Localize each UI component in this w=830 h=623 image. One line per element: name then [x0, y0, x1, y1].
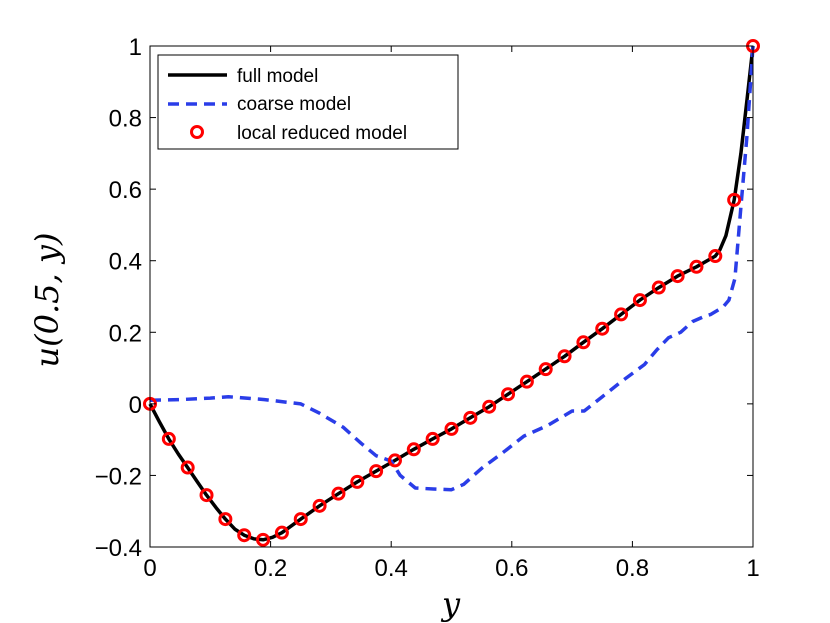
reduced-model-point	[614, 307, 629, 322]
y-tick-label: 0.4	[109, 249, 142, 276]
reduced-model-point	[180, 460, 195, 475]
y-tick-label: 1	[129, 34, 142, 61]
legend-label-coarse: coarse model	[237, 94, 351, 115]
reduced-model-point	[387, 453, 402, 468]
reduced-model-point	[727, 192, 742, 207]
reduced-model-point	[406, 442, 421, 457]
y-tick-label: −0.2	[95, 463, 142, 490]
reduced-model-point	[199, 488, 214, 503]
x-axis-label: y	[440, 585, 461, 623]
reduced-model-point	[350, 474, 365, 489]
series-layer	[143, 39, 760, 547]
reduced-model-point	[274, 525, 289, 540]
legend-swatch-reduced	[190, 125, 204, 139]
reduced-model-point	[482, 399, 497, 414]
reduced-model-point	[538, 362, 553, 377]
reduced-model-point	[425, 431, 440, 446]
series-line-full-model	[148, 45, 755, 542]
reduced-model-point	[444, 421, 459, 436]
legend: full model coarse model local reduced mo…	[157, 54, 459, 150]
tick-layer: 0 0.2 0.4 0.6 0.8 1 −0.4 −0.2 0 0.2 0.4 0.6 0.8 1	[95, 34, 760, 582]
x-tick-label: 0	[143, 555, 156, 582]
reduced-model-point	[237, 528, 252, 543]
y-tick-label: 0	[129, 392, 142, 419]
reduced-model-point	[293, 512, 308, 527]
reduced-model-point	[501, 387, 516, 402]
plot-frame	[149, 45, 754, 548]
reduced-model-point	[557, 349, 572, 364]
reduced-model-point	[670, 269, 685, 284]
x-tick-label: 0.6	[495, 555, 528, 582]
legend-box	[157, 54, 459, 150]
reduced-model-point	[161, 431, 176, 446]
y-tick-label: 0.6	[109, 177, 142, 204]
y-axis-label: u(0.5, y)	[28, 233, 66, 368]
reduced-model-point	[312, 498, 327, 513]
legend-label-full: full model	[237, 66, 318, 87]
x-tick-label: 1	[746, 555, 759, 582]
reduced-model-point	[463, 410, 478, 425]
series-line-coarse-model	[149, 45, 755, 492]
x-tick-label: 0.4	[375, 555, 408, 582]
x-tick-label: 0.2	[254, 555, 287, 582]
reduced-model-point	[256, 532, 271, 547]
y-tick-label: 0.8	[109, 106, 142, 133]
reduced-model-point	[369, 464, 384, 479]
x-tick-label: 0.8	[616, 555, 649, 582]
reduced-model-point	[632, 293, 647, 308]
y-tick-label: 0.2	[109, 320, 142, 347]
reduced-model-point	[651, 280, 666, 295]
reduced-model-point	[576, 335, 591, 350]
reduced-model-point	[218, 512, 233, 527]
reduced-model-point	[689, 259, 704, 274]
reduced-model-point	[331, 486, 346, 501]
reduced-model-point	[708, 249, 723, 264]
reduced-model-point	[519, 374, 534, 389]
y-tick-label: −0.4	[95, 535, 142, 562]
legend-label-reduced: local reduced model	[237, 123, 407, 144]
reduced-model-point	[595, 321, 610, 336]
